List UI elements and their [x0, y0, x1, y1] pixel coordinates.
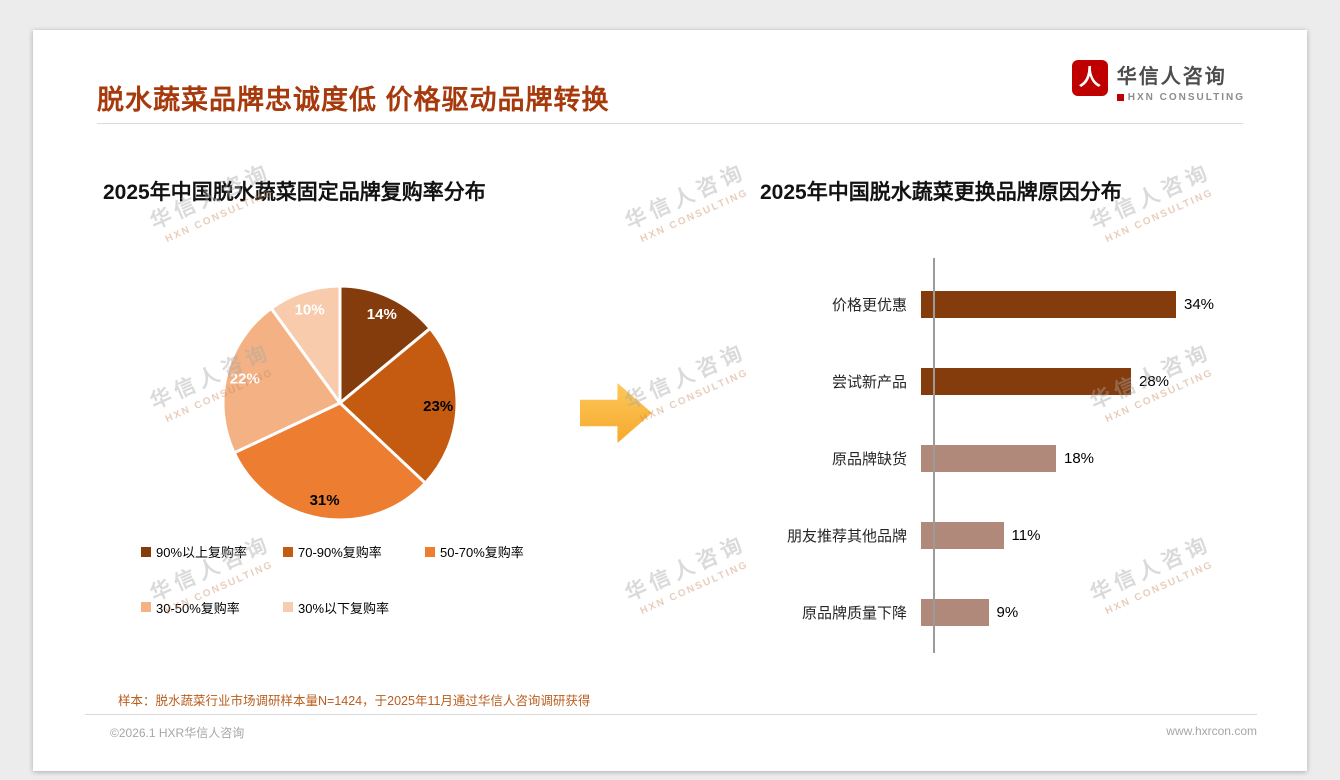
bar-value-label: 34%	[1184, 296, 1215, 313]
bar-value-label: 11%	[1011, 527, 1041, 544]
legend-item: 30-50%复购率	[141, 598, 283, 617]
bar-chart: 价格更优惠 34% 尝试新产品 28% 原品牌缺货 18% 朋友推荐其他品牌 11% 原品牌质量…	[693, 258, 1258, 653]
bar-value-label: 18%	[1064, 450, 1095, 467]
pie-slice-3	[221, 306, 342, 455]
pie-slice-label: 22%	[230, 371, 260, 388]
logo-name: 华信人咨询	[1116, 66, 1227, 88]
bar-value-label: 28%	[1139, 373, 1170, 390]
bar-value-label: 9%	[996, 604, 1019, 621]
bar-axis-line	[933, 258, 935, 653]
sample-note: 样本：脱水蔬菜行业市场调研样本量N=1424，于2025年11月通过华信人咨询调…	[118, 694, 591, 708]
legend-item: 90%以上复购率	[141, 542, 283, 561]
bar-fill	[921, 599, 989, 626]
pie-slice-1	[338, 326, 459, 485]
bar-row: 原品牌缺货 18%	[693, 420, 1258, 497]
pie-slice-label: 10%	[295, 302, 325, 319]
legend-label: 90%以上复购率	[156, 545, 248, 560]
logo-red-tick-icon	[1116, 94, 1124, 101]
legend-item: 50-70%复购率	[425, 542, 524, 561]
pie-legend: 90%以上复购率 70-90%复购率 50-70%复购率 30-50%复购率 30%以下…	[141, 542, 621, 653]
legend-item: 70-90%复购率	[283, 542, 425, 561]
bar-category-label: 尝试新产品	[831, 374, 907, 391]
pie-slice-label: 23%	[423, 398, 453, 415]
company-logo: 人 华信人咨询 HXN CONSULTING	[1071, 60, 1245, 103]
logo-icon: 人	[1071, 60, 1108, 96]
slide-card: 华信人咨询 HXN CONSULTING 华信人咨询 HXN CONSULTING 华信…	[33, 30, 1307, 771]
bar-row: 价格更优惠 34%	[693, 266, 1258, 343]
pie-slice-2	[232, 401, 427, 522]
watermark: 华信人咨询 HXN CONSULTING	[621, 159, 751, 245]
copyright-text: ©2026.1 HXR华信人咨询	[110, 726, 245, 740]
legend-swatch-icon	[283, 546, 293, 557]
legend-item: 30%以下复购率	[283, 598, 389, 617]
legend-label: 30%以下复购率	[298, 600, 390, 616]
pie-slice-label: 31%	[310, 492, 340, 509]
legend-label: 30-50%复购率	[156, 600, 240, 616]
page-title: 脱水蔬菜品牌忠诚度低 价格驱动品牌转换	[97, 85, 610, 115]
website-text: www.hxrcon.com	[1166, 724, 1257, 738]
pie-slice-label: 14%	[367, 306, 397, 323]
pie-chart-title: 2025年中国脱水蔬菜固定品牌复购率分布	[103, 181, 486, 204]
bar-category-label: 价格更优惠	[831, 297, 907, 314]
bar-chart-title: 2025年中国脱水蔬菜更换品牌原因分布	[760, 181, 1122, 204]
bar-row: 朋友推荐其他品牌 11%	[693, 497, 1258, 574]
footer-divider	[85, 714, 1257, 715]
legend-swatch-icon	[141, 602, 151, 612]
legend-swatch-icon	[283, 602, 293, 612]
legend-swatch-icon	[425, 546, 435, 557]
legend-label: 70-90%复购率	[298, 545, 382, 560]
bar-category-label: 原品牌质量下降	[801, 605, 907, 622]
legend-label: 50-70%复购率	[440, 545, 524, 560]
pie-slice-4	[269, 284, 342, 405]
bar-row: 原品牌质量下降 9%	[693, 574, 1258, 651]
pie-slice-0	[338, 284, 432, 405]
logo-subtitle: HXN CONSULTING	[1127, 92, 1245, 103]
bar-fill	[921, 291, 1176, 318]
legend-swatch-icon	[141, 546, 151, 557]
bar-row: 尝试新产品 28%	[693, 343, 1258, 420]
bar-fill	[921, 368, 1131, 395]
pie-chart: 14% 23% 31% 22% 10%	[221, 284, 459, 522]
bar-category-label: 原品牌缺货	[831, 451, 907, 468]
right-arrow-icon	[580, 383, 652, 443]
title-divider	[97, 123, 1243, 124]
bar-fill	[921, 445, 1056, 472]
bar-category-label: 朋友推荐其他品牌	[786, 528, 907, 545]
